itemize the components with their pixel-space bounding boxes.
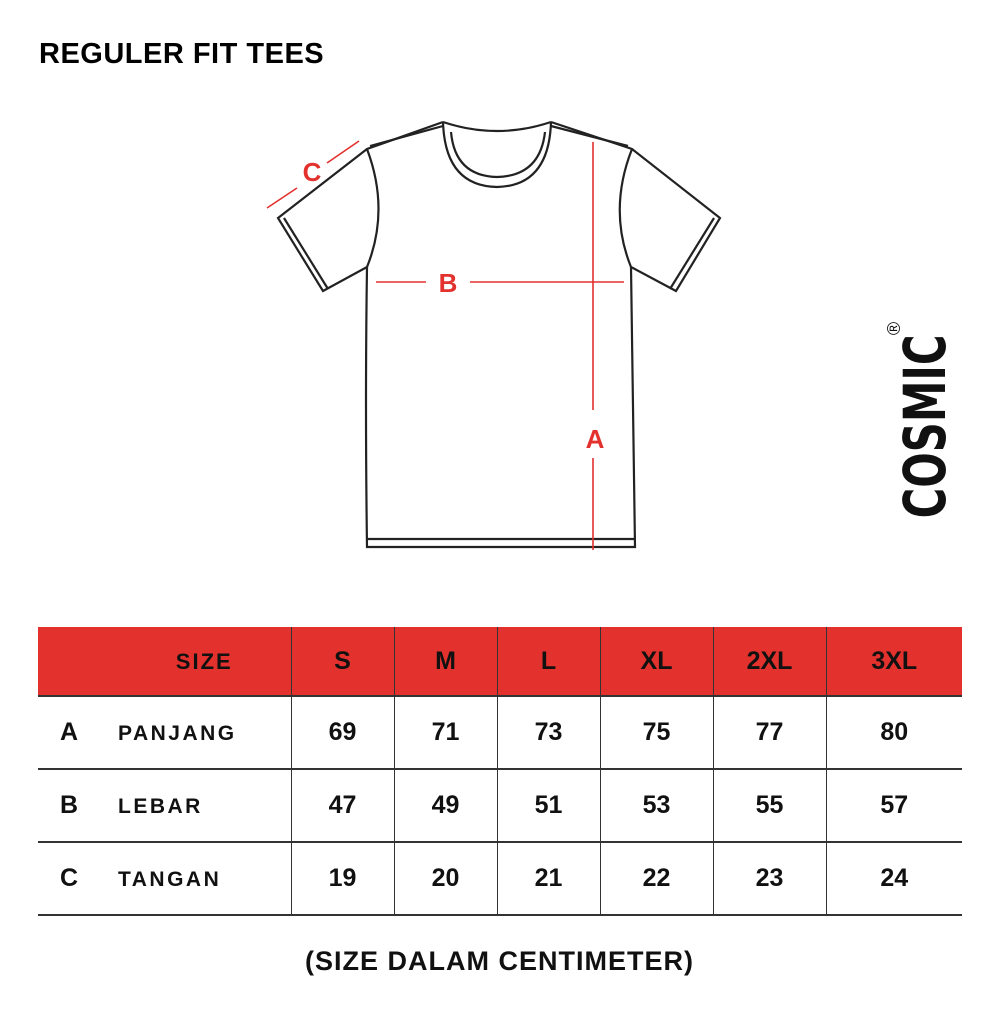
row-name: LEBAR — [118, 795, 203, 818]
table-cell: 55 — [712, 769, 826, 843]
table-cell: 73 — [496, 696, 600, 770]
tshirt-diagram: A B C — [266, 120, 722, 550]
table-cell: 24 — [825, 842, 962, 916]
registered-mark: ® — [884, 321, 905, 336]
table-cell: 51 — [496, 769, 600, 843]
table-cell: 49 — [393, 769, 497, 843]
table-row: C TANGAN 19 20 21 22 23 24 — [38, 842, 962, 916]
table-cell: 23 — [712, 842, 826, 916]
measure-c-line — [326, 140, 360, 164]
header-2xl: 2XL — [712, 627, 826, 697]
table-cell: 53 — [599, 769, 713, 843]
header-3xl: 3XL — [825, 627, 962, 697]
unit-note: (SIZE DALAM CENTIMETER) — [305, 946, 694, 976]
label-c: C — [303, 157, 322, 187]
table-cell: 75 — [599, 696, 713, 770]
table-cell: 69 — [290, 696, 394, 770]
label-b: B — [439, 268, 458, 298]
header-xl: XL — [599, 627, 713, 697]
measure-c-line — [266, 187, 298, 209]
row-code: C — [60, 864, 79, 892]
table-cell: 57 — [825, 769, 962, 843]
row-code: B — [60, 791, 79, 819]
header-s: S — [290, 627, 394, 697]
label-a: A — [586, 424, 605, 454]
table-cell: 80 — [825, 696, 962, 770]
table-cell: 20 — [393, 842, 497, 916]
header-size: SIZE — [38, 627, 291, 697]
table-cell: 77 — [712, 696, 826, 770]
header-m: M — [393, 627, 497, 697]
table-row: A PANJANG 69 71 73 75 77 80 — [38, 696, 962, 770]
row-label: B LEBAR — [38, 769, 291, 843]
brand-logo: COSMIC — [891, 334, 959, 519]
tshirt-outline — [276, 120, 722, 549]
table-header: SIZE S M L XL 2XL 3XL — [38, 627, 962, 697]
measure-lines — [266, 140, 624, 550]
row-name: TANGAN — [118, 868, 222, 891]
table-cell: 71 — [393, 696, 497, 770]
table-cell: 21 — [496, 842, 600, 916]
row-label: A PANJANG — [38, 696, 291, 770]
size-table: SIZE S M L XL 2XL 3XL A PANJANG 69 71 73 75 77… — [38, 627, 962, 916]
table-cell: 47 — [290, 769, 394, 843]
row-code: A — [60, 718, 79, 746]
table-cell: 22 — [599, 842, 713, 916]
table-row: B LEBAR 47 49 51 53 55 57 — [38, 769, 962, 843]
header-l: L — [496, 627, 600, 697]
row-name: PANJANG — [118, 722, 237, 745]
table-cell: 19 — [290, 842, 394, 916]
row-label: C TANGAN — [38, 842, 291, 916]
page-title: REGULER FIT TEES — [39, 38, 325, 70]
